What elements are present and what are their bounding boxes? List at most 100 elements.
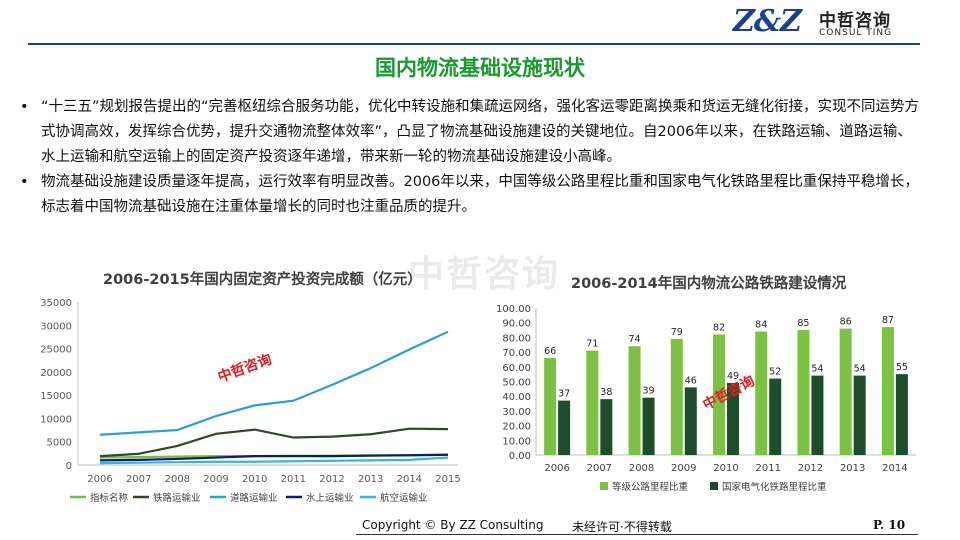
data-label: 87 — [882, 315, 894, 326]
x-tick-label: 2008 — [165, 474, 190, 485]
data-label: 54 — [854, 364, 866, 375]
bar-chart-title: 2006-2014年国内物流公路铁路建设情况 — [571, 276, 847, 292]
bar — [628, 346, 641, 455]
y-tick-label: 80.00 — [502, 333, 531, 344]
legend-label: 指标名称 — [90, 492, 129, 504]
series-line — [99, 453, 449, 462]
no-reprint-note: 未经许可·不得转载 — [572, 520, 672, 534]
data-label: 85 — [797, 318, 809, 329]
y-tick-label: 0.00 — [509, 451, 531, 462]
company-logo: Z&Z 中哲咨询 CONSUL TING — [733, 4, 923, 40]
series-line — [99, 427, 449, 458]
bullet-item: • 物流基础设施建设质量逐年提高，运行效率有明显改善。2006年以来，中国等级公… — [20, 170, 925, 220]
series-line — [99, 330, 449, 436]
bar — [727, 382, 739, 455]
x-tick-label: 2011 — [755, 463, 780, 474]
data-label: 66 — [544, 346, 556, 357]
data-label: 46 — [685, 375, 697, 386]
bar — [769, 378, 782, 455]
data-label: 79 — [671, 327, 683, 338]
data-label: 82 — [713, 322, 725, 333]
bullet-item: • “十三五”规划报告提出的“完善枢纽综合服务功能，优化中转设施和集疏运网络，强… — [20, 95, 925, 170]
bar — [600, 399, 613, 455]
x-tick-label: 2006 — [544, 463, 569, 474]
copyright-text: Copyright © By ZZ Consulting — [362, 518, 544, 532]
data-label: 37 — [558, 389, 570, 400]
line-chart-title: 2006-2015年国内固定资产投资完成额（亿元） — [103, 272, 422, 288]
logo-chinese-name: 中哲咨询 — [819, 11, 891, 31]
x-tick-label: 2013 — [358, 474, 383, 485]
legend-label: 等级公路里程比重 — [612, 481, 689, 493]
header-divider — [28, 43, 920, 45]
line-chart: 0 5000 10000 15000 20000 25000 30000 35000 2006 2… — [40, 298, 461, 504]
x-tick-label: 2011 — [281, 474, 306, 485]
bar — [642, 397, 655, 455]
bar — [797, 330, 810, 455]
legend-swatch — [710, 482, 718, 490]
bar — [755, 331, 768, 455]
y-tick-label: 100.00 — [496, 304, 531, 315]
x-tick-label: 2012 — [319, 474, 344, 485]
x-tick-label: 2007 — [126, 474, 151, 485]
bullet-text: “十三五”规划报告提出的“完善枢纽综合服务功能，优化中转设施和集疏运网络，强化客… — [41, 99, 920, 165]
bullet-icon: • — [20, 174, 29, 190]
data-label: 71 — [586, 339, 598, 350]
bar — [670, 338, 683, 455]
slide-title: 国内物流基础设施现状 — [375, 56, 585, 80]
y-tick-label: 25000 — [40, 345, 72, 356]
bar — [684, 387, 697, 455]
data-label: 86 — [840, 317, 852, 328]
data-label: 39 — [643, 386, 655, 397]
x-tick-label: 2008 — [629, 463, 654, 474]
x-tick-label: 2007 — [587, 463, 612, 474]
logo-mark: Z&Z — [733, 4, 802, 39]
bar — [881, 327, 894, 455]
data-label: 54 — [811, 364, 823, 375]
legend-label: 道路运输业 — [230, 492, 278, 504]
data-label: 55 — [896, 362, 908, 373]
legend-label: 国家电气化铁路里程比重 — [722, 481, 827, 493]
x-tick-label: 2010 — [713, 463, 738, 474]
legend-swatch — [600, 482, 608, 490]
legend-label: 铁路运输业 — [153, 492, 201, 504]
x-tick-label: 2009 — [203, 474, 228, 485]
y-tick-label: 30.00 — [502, 407, 531, 418]
bar — [558, 400, 571, 455]
y-tick-label: 5000 — [47, 438, 72, 449]
x-tick-label: 2014 — [397, 474, 422, 485]
logo-english-name: CONSUL TING — [819, 28, 893, 38]
data-label: 49 — [727, 371, 739, 382]
y-tick-label: 10.00 — [502, 436, 531, 447]
legend-label: 水上运输业 — [306, 492, 354, 504]
page-number: P. 10 — [873, 518, 906, 532]
y-tick-label: 50.00 — [502, 378, 531, 389]
bar — [839, 328, 852, 455]
x-tick-label: 2006 — [87, 474, 112, 485]
footer-divider — [356, 534, 918, 535]
bullet-icon: • — [20, 99, 29, 115]
y-tick-label: 10000 — [40, 414, 72, 425]
bar — [895, 374, 908, 455]
y-tick-label: 30000 — [40, 321, 72, 332]
y-tick-label: 0 — [66, 461, 72, 472]
bar — [586, 350, 599, 455]
x-tick-label: 2010 — [242, 474, 267, 485]
legend-label: 航空运输业 — [380, 492, 428, 504]
y-tick-label: 60.00 — [502, 363, 531, 374]
watermark-text: 中哲咨询 — [216, 351, 274, 386]
footer: Copyright © By ZZ Consulting 未经许可·不得转载 P… — [0, 517, 960, 537]
y-tick-label: 20.00 — [502, 422, 531, 433]
bar — [811, 375, 824, 455]
y-tick-label: 70.00 — [502, 348, 531, 359]
data-label: 52 — [769, 367, 781, 378]
y-tick-label: 35000 — [40, 298, 72, 309]
x-tick-label: 2013 — [840, 463, 865, 474]
x-tick-label: 2014 — [882, 463, 907, 474]
watermark: 中哲咨询 — [408, 254, 561, 295]
data-label: 84 — [755, 320, 767, 331]
data-label: 38 — [600, 387, 612, 398]
x-tick-label: 2012 — [798, 463, 823, 474]
y-tick-label: 20000 — [40, 368, 72, 379]
x-tick-label: 2015 — [435, 474, 460, 485]
bullet-list: • “十三五”规划报告提出的“完善枢纽综合服务功能，优化中转设施和集疏运网络，强… — [20, 95, 925, 220]
